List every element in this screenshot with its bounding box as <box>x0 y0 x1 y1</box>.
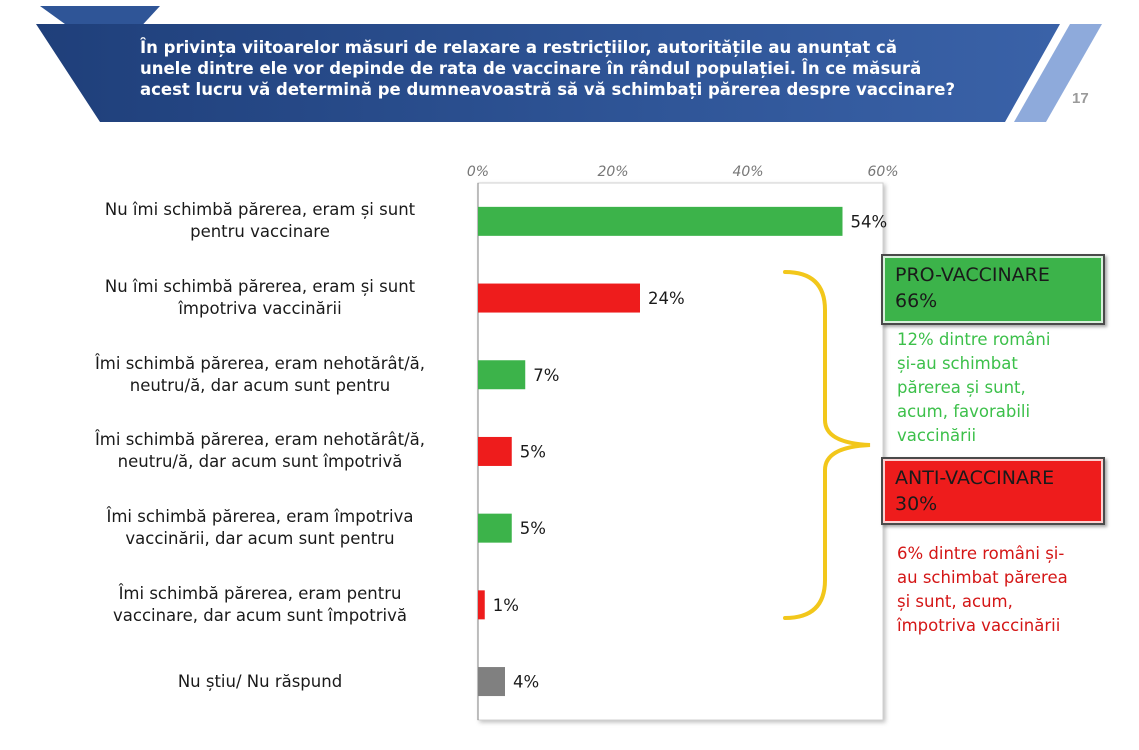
note-line: acum, favorabili <box>897 402 1031 421</box>
category-label: Îmi schimbă părerea, eram împotriva vacci… <box>60 506 460 550</box>
category-label-line: Îmi schimbă părerea, eram nehotărât/ă, <box>94 430 426 450</box>
bar-value-label: 5% <box>520 519 546 538</box>
note-line: vaccinării <box>897 426 977 445</box>
category-label-line: Nu îmi schimbă părerea, eram și sunt <box>104 200 416 220</box>
bar-value-label: 7% <box>533 366 559 385</box>
x-tick-label: 0% <box>467 164 489 180</box>
banner-main-shape <box>36 24 1060 122</box>
pro-vaccinare-box: PRO-VACCINARE 66% <box>881 254 1105 325</box>
bar <box>478 360 526 390</box>
category-label: Îmi schimbă părerea, eram nehotărât/ă, ne… <box>60 353 460 397</box>
category-label-line: vaccinare, dar acum sunt împotrivă <box>113 605 407 625</box>
x-tick-label: 20% <box>597 164 628 180</box>
pro-vaccinare-note: 12% dintre români și-au schimbat părerea ș… <box>897 328 1117 448</box>
banner-stripe <box>1014 24 1102 122</box>
note-line: și sunt, acum, <box>897 592 1013 611</box>
note-line: 6% dintre români și- <box>897 544 1065 563</box>
bar-value-label: 5% <box>520 442 546 461</box>
category-label: Nu știu/ Nu răspund <box>60 671 460 693</box>
anti-vaccinare-note: 6% dintre români și-au schimbat părerea ș… <box>897 542 1117 638</box>
plot-area <box>477 182 884 721</box>
anti-vaccinare-title: ANTI-VACCINARE <box>895 467 1055 489</box>
page-number: 17 <box>1072 90 1089 107</box>
note-line: au schimbat părerea <box>897 568 1068 587</box>
note-line: și-au schimbat <box>897 354 1018 373</box>
category-label-line: Nu îmi schimbă părerea, eram și sunt <box>104 277 416 297</box>
category-label-line: vaccinării, dar acum sunt pentru <box>125 529 395 549</box>
header-banner <box>36 6 1102 122</box>
category-label-line: Îmi schimbă părerea, eram nehotărât/ă, <box>94 353 426 373</box>
question-line-1: În privința viitoarelor măsuri de relaxa… <box>140 38 897 57</box>
category-label-line: Îmi schimbă părerea, eram pentru <box>118 583 402 603</box>
note-line: împotriva vaccinării <box>897 616 1061 635</box>
bar-value-label: 54% <box>851 212 888 231</box>
bar-value-label: 4% <box>513 673 539 692</box>
bar <box>478 513 512 543</box>
bar <box>478 667 505 697</box>
category-label-line: împotriva vaccinării <box>178 299 342 319</box>
bar <box>478 283 640 313</box>
x-tick-label: 40% <box>732 164 763 180</box>
anti-vaccinare-box: ANTI-VACCINARE 30% <box>881 457 1105 525</box>
category-label: Nu îmi schimbă părerea, eram și sunt împo… <box>60 276 460 320</box>
bar <box>478 206 843 236</box>
pro-vaccinare-value: 66% <box>895 290 938 312</box>
category-label-line: Îmi schimbă părerea, eram împotriva <box>106 507 414 527</box>
category-label-line: neutru/ă, dar acum sunt împotrivă <box>117 452 403 472</box>
question-title: În privința viitoarelor măsuri de relaxa… <box>140 37 1040 100</box>
question-line-2: unele dintre ele vor depinde de rata de … <box>140 59 922 78</box>
note-line: 12% dintre români <box>897 330 1051 349</box>
category-label-line: pentru vaccinare <box>190 222 330 242</box>
anti-vaccinare-value: 30% <box>895 493 938 515</box>
category-label-line: Nu știu/ Nu răspund <box>177 671 343 691</box>
category-label: Îmi schimbă părerea, eram nehotărât/ă, ne… <box>60 429 460 473</box>
bar-value-label: 24% <box>648 289 685 308</box>
bracket <box>783 270 871 620</box>
pro-vaccinare-title: PRO-VACCINARE <box>895 264 1050 286</box>
category-label: Îmi schimbă părerea, eram pentru vaccinar… <box>60 583 460 627</box>
bar-value-label: 1% <box>493 596 519 615</box>
x-tick-label: 60% <box>867 164 898 180</box>
bar <box>478 436 512 466</box>
category-label-line: neutru/ă, dar acum sunt pentru <box>129 375 391 395</box>
note-line: părerea și sunt, <box>897 378 1026 397</box>
category-label: Nu îmi schimbă părerea, eram și sunt pent… <box>60 199 460 243</box>
bar <box>478 590 485 620</box>
question-line-3: acest lucru vă determină pe dumneavoastr… <box>140 80 956 99</box>
